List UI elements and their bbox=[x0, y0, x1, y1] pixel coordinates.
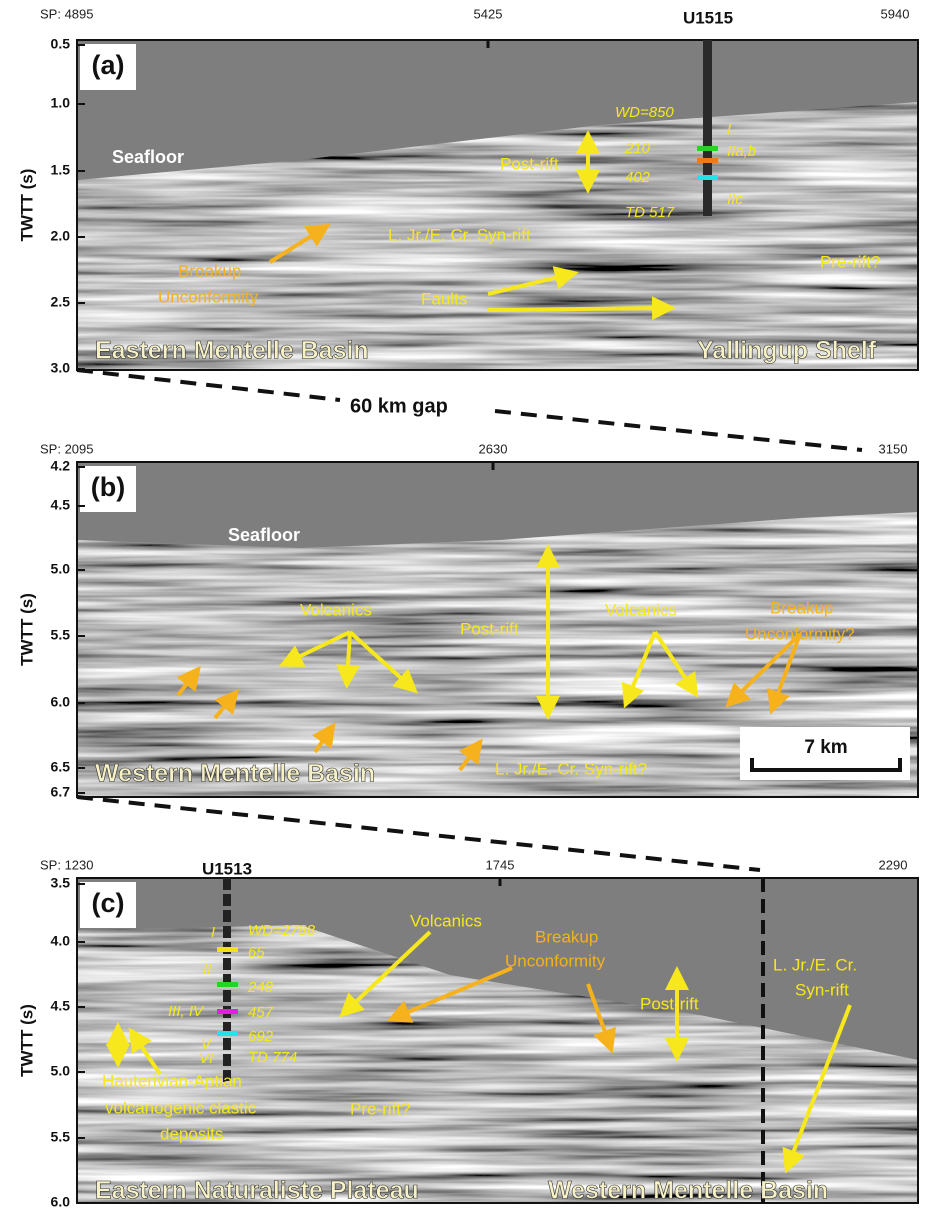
annotation: Pre-rift? bbox=[350, 1099, 410, 1118]
annotation: IIc bbox=[727, 191, 743, 208]
annotation: IIa,b bbox=[727, 143, 756, 160]
y-tick-label: 6.7 bbox=[51, 784, 71, 800]
y-tick-label: 4.2 bbox=[51, 458, 71, 474]
annotation: 692 bbox=[248, 1028, 274, 1045]
axis-title: TWTT (s) bbox=[17, 169, 36, 242]
annotation: III, IV bbox=[168, 1003, 205, 1020]
annotation: volcanogenic clastic bbox=[105, 1098, 257, 1117]
region-label: Yallingup Shelf bbox=[697, 337, 877, 365]
annotation: I bbox=[727, 121, 731, 138]
y-tick-label: 5.5 bbox=[51, 627, 71, 643]
seismic-a bbox=[77, 40, 918, 370]
y-tick-label: 5.5 bbox=[51, 1129, 71, 1145]
annotation: Seafloor bbox=[112, 147, 184, 167]
well-bar bbox=[703, 40, 712, 216]
sp-label: 1745 bbox=[486, 857, 515, 872]
annotation: 210 bbox=[624, 140, 651, 157]
y-tick-label: 5.0 bbox=[51, 1063, 71, 1079]
well-name: U1513 bbox=[202, 859, 252, 878]
annotation: Unconformity? bbox=[745, 624, 855, 643]
y-tick-label: 4.0 bbox=[51, 933, 71, 949]
unit-marker bbox=[217, 1031, 238, 1036]
annotation: Faults bbox=[421, 289, 467, 308]
annotation: I bbox=[211, 924, 215, 941]
sp-label: 5940 bbox=[881, 6, 910, 21]
sp-label: 2290 bbox=[879, 857, 908, 872]
y-tick-label: 4.5 bbox=[51, 998, 71, 1014]
annotation: Post-rift bbox=[640, 994, 699, 1013]
annotation: Unconformity bbox=[158, 287, 259, 306]
y-tick-label: 0.5 bbox=[51, 36, 71, 52]
unit-marker bbox=[217, 947, 238, 952]
unit-marker bbox=[697, 175, 718, 180]
sp-label: SP: 1230 bbox=[40, 857, 94, 872]
axis-title: TWTT (s) bbox=[17, 593, 36, 666]
y-tick-label: 2.0 bbox=[51, 228, 71, 244]
annotation: Breakup bbox=[770, 598, 833, 617]
sp-label: SP: 4895 bbox=[40, 6, 94, 21]
y-tick-label: 1.0 bbox=[51, 95, 71, 111]
annotation: Post-rift bbox=[460, 619, 519, 638]
annotation: L. Jr./E. Cr. Syn-rift? bbox=[495, 759, 647, 778]
annotation: TD 517 bbox=[625, 204, 675, 221]
sp-label: 2630 bbox=[479, 441, 508, 456]
annotation: Syn-rift bbox=[795, 980, 849, 999]
annotation: deposits bbox=[160, 1124, 223, 1143]
axis-title: TWTT (s) bbox=[17, 1004, 36, 1077]
figure: SP: 4895 5425 5940 U1515 0.5 1.0 1.5 2.0 2.5 3.0 T… bbox=[0, 0, 932, 1211]
annotation: 248 bbox=[247, 979, 274, 996]
y-tick-label: 4.5 bbox=[51, 497, 71, 513]
unit-marker bbox=[217, 982, 238, 987]
annotation: L. Jr./E. Cr. Syn-rift bbox=[388, 225, 531, 244]
annotation: II bbox=[203, 961, 211, 978]
panel-label: (c) bbox=[92, 888, 125, 918]
annotation: Volcanics bbox=[300, 600, 372, 619]
annotation: TD 774 bbox=[248, 1049, 297, 1066]
y-tick-label: 3.0 bbox=[51, 360, 71, 376]
region-label: Eastern Mentelle Basin bbox=[95, 337, 369, 365]
annotation: Post-rift bbox=[500, 154, 559, 173]
unit-marker bbox=[697, 158, 718, 163]
annotation: Volcanics bbox=[605, 600, 677, 619]
sp-label: 5425 bbox=[474, 6, 503, 21]
panel-label: (b) bbox=[91, 472, 125, 502]
unit-marker bbox=[217, 1009, 238, 1014]
scale-label: 7 km bbox=[804, 737, 847, 758]
annotation: WD=850 bbox=[615, 104, 674, 121]
annotation: L. Jr./E. Cr. bbox=[773, 955, 857, 974]
annotation: Unconformity bbox=[505, 951, 606, 970]
sp-label: 3150 bbox=[879, 441, 908, 456]
y-tick-label: 6.5 bbox=[51, 759, 71, 775]
annotation: 65 bbox=[248, 944, 265, 961]
annotation: VI bbox=[199, 1050, 213, 1067]
well-name: U1515 bbox=[683, 8, 733, 27]
y-tick-label: 5.0 bbox=[51, 561, 71, 577]
region-label: Western Mentelle Basin bbox=[95, 760, 375, 788]
panel-label: (a) bbox=[92, 50, 125, 80]
annotation: 457 bbox=[248, 1004, 274, 1021]
annotation: Hauterivian-Aptian bbox=[102, 1071, 242, 1090]
annotation: Breakup bbox=[178, 261, 241, 280]
sp-label: SP: 2095 bbox=[40, 441, 94, 456]
y-tick-label: 2.5 bbox=[51, 294, 71, 310]
annotation: Volcanics bbox=[410, 911, 482, 930]
annotation: Seafloor bbox=[228, 525, 300, 545]
y-tick-label: 3.5 bbox=[51, 875, 71, 891]
y-tick-label: 1.5 bbox=[51, 162, 71, 178]
annotation: Breakup bbox=[535, 927, 598, 946]
unit-marker bbox=[697, 146, 718, 151]
y-tick-label: 6.0 bbox=[51, 1194, 71, 1210]
gap-label: 60 km gap bbox=[350, 395, 448, 417]
region-label: Western Mentelle Basin bbox=[548, 1177, 828, 1205]
annotation: Pre-rift? bbox=[820, 252, 880, 271]
annotation: 402 bbox=[625, 169, 651, 186]
annotation: WD=2788 bbox=[248, 922, 316, 939]
y-tick-label: 6.0 bbox=[51, 694, 71, 710]
region-label: Eastern Naturaliste Plateau bbox=[95, 1177, 419, 1205]
